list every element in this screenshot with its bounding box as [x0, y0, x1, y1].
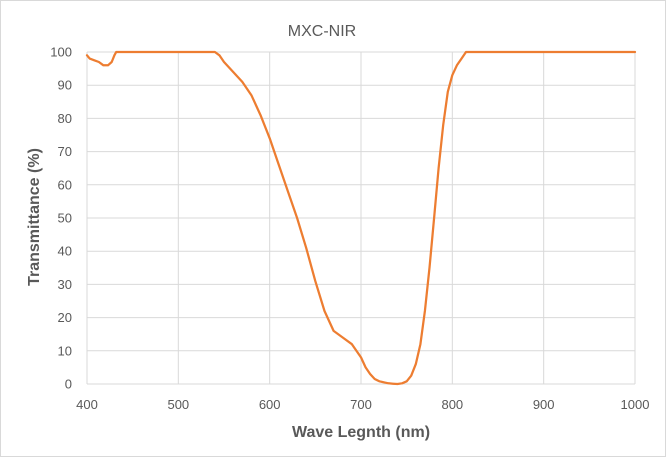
x-tick-label: 1000	[621, 397, 650, 412]
y-tick-label: 50	[58, 211, 72, 226]
y-tick-label: 20	[58, 310, 72, 325]
x-tick-label: 500	[167, 397, 189, 412]
y-tick-labels: 0 10 20 30 40 50 60 70 80 90 100	[50, 45, 72, 392]
y-tick-label: 60	[58, 177, 72, 192]
y-tick-label: 70	[58, 144, 72, 159]
y-tick-label: 10	[58, 343, 72, 358]
y-tick-label: 100	[50, 45, 72, 60]
series-layer	[85, 50, 637, 386]
y-tick-label: 40	[58, 244, 72, 259]
chart-title: MXC-NIR	[288, 23, 356, 40]
x-tick-label: 400	[76, 397, 98, 412]
y-axis-label: Transmittance (%)	[26, 148, 43, 286]
series-line-transmittance	[85, 50, 637, 386]
x-tick-label: 800	[441, 397, 463, 412]
x-tick-labels: 400 500 600 700 800 900 1000	[76, 397, 649, 412]
grid-layer	[86, 51, 636, 385]
x-axis-label: Wave Legnth (nm)	[292, 424, 430, 441]
x-tick-label: 600	[259, 397, 281, 412]
x-tick-label: 700	[350, 397, 372, 412]
y-tick-label: 90	[58, 78, 72, 93]
y-tick-label: 0	[65, 377, 72, 392]
y-tick-label: 30	[58, 277, 72, 292]
y-tick-label: 80	[58, 111, 72, 126]
x-tick-label: 900	[533, 397, 555, 412]
